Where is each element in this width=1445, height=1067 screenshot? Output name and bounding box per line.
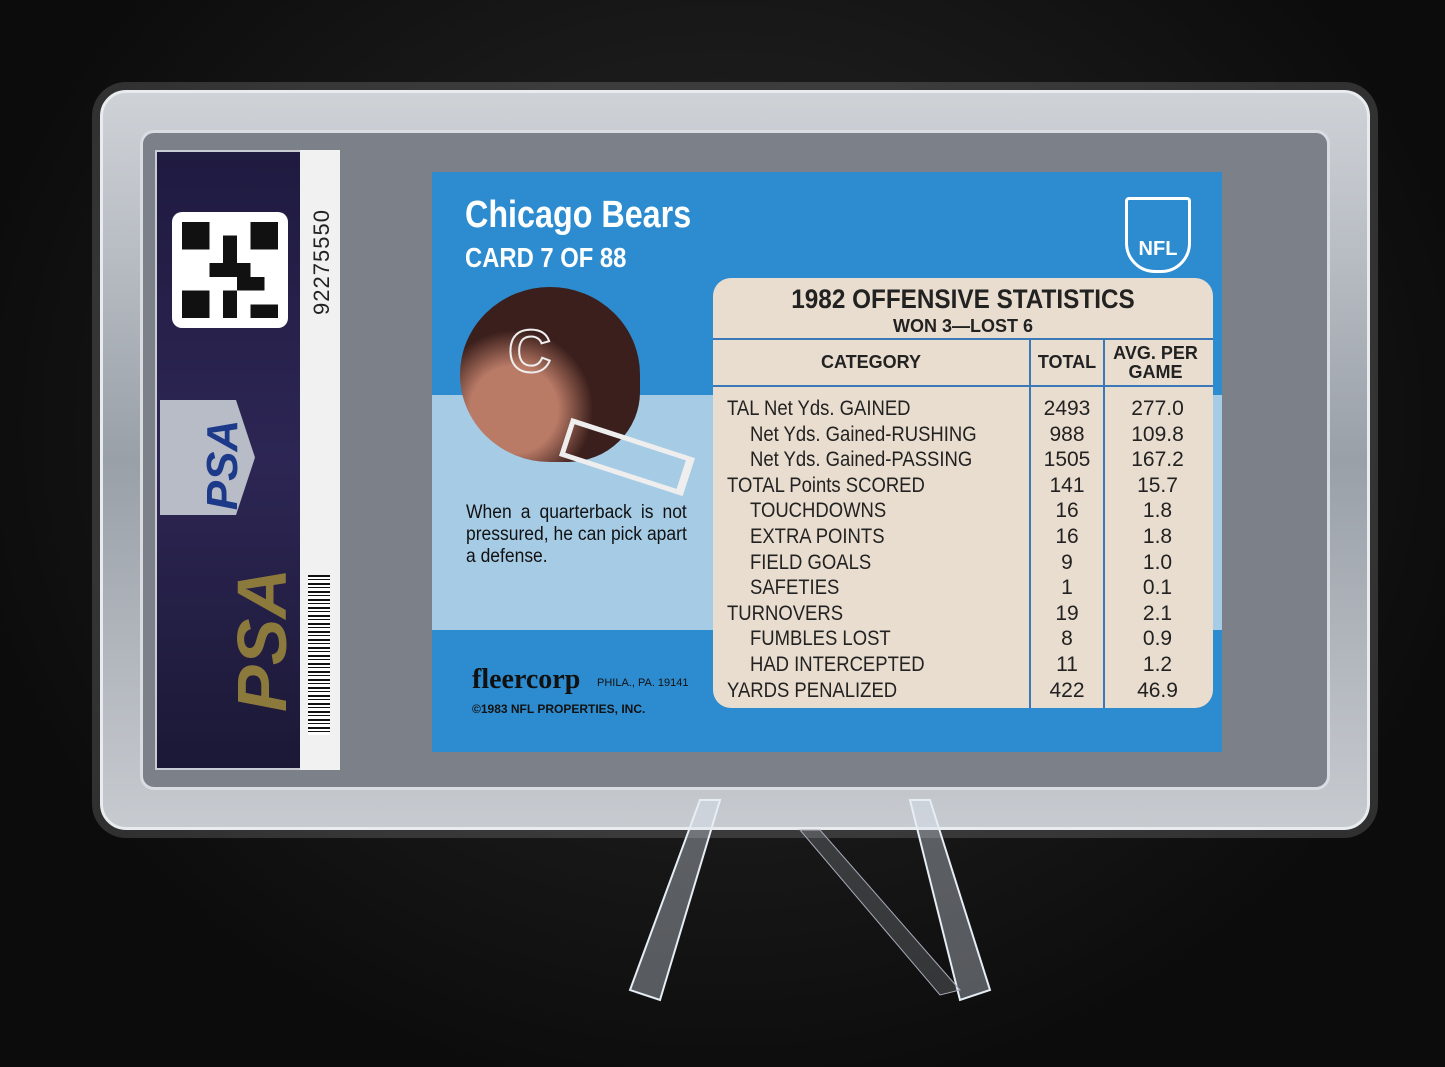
table-row: TOUCHDOWNS 16 1.8 <box>713 498 1213 524</box>
row-category: TURNOVERS <box>727 601 844 625</box>
divider <box>1029 338 1031 708</box>
row-total: 16 <box>1055 499 1079 523</box>
row-avg: 15.7 <box>1137 473 1178 497</box>
row-total: 1 <box>1061 576 1073 600</box>
row-total: 141 <box>1049 473 1085 497</box>
barcode <box>308 575 330 735</box>
row-category: Net Yds. Gained-RUSHING <box>750 422 977 446</box>
row-total: 11 <box>1056 653 1078 676</box>
publisher-logo: fleercorp <box>472 664 581 695</box>
row-avg: 0.1 <box>1142 576 1173 600</box>
copyright: ©1983 NFL PROPERTIES, INC. <box>472 702 646 716</box>
table-row: HAD INTERCEPTED 11 1.2 <box>713 652 1213 678</box>
row-category: FUMBLES LOST <box>750 627 891 651</box>
psa-logo: PSA <box>160 400 255 515</box>
table-row: SAFETIES 1 0.1 <box>713 575 1213 601</box>
publisher-location: PHILA., PA. 19141 <box>597 677 689 689</box>
caption: When a quarterback is not pressured, he … <box>466 502 687 567</box>
row-total: 19 <box>1055 601 1079 625</box>
row-avg: 1.0 <box>1142 550 1173 574</box>
table-row: Net Yds. Gained-PASSING 1505 167.2 <box>713 447 1213 473</box>
row-total: 422 <box>1049 678 1085 702</box>
card-number: CARD 7 OF 88 <box>465 242 627 273</box>
row-avg: 167.2 <box>1131 448 1184 472</box>
stats-title: 1982 OFFENSIVE STATISTICS <box>791 284 1135 314</box>
row-avg: 109.8 <box>1131 422 1184 446</box>
row-category: EXTRA POINTS <box>750 525 885 548</box>
stats-record: WON 3—LOST 6 <box>892 316 1033 336</box>
table-row: TURNOVERS 19 2.1 <box>713 601 1213 627</box>
row-category: YARDS PENALIZED <box>727 678 898 702</box>
divider <box>713 385 1213 387</box>
row-total: 988 <box>1049 422 1085 446</box>
row-avg: 46.9 <box>1137 678 1178 702</box>
divider <box>1103 338 1105 708</box>
row-avg: 1.8 <box>1142 499 1173 523</box>
row-avg: 1.8 <box>1142 525 1173 548</box>
header-avg: AVG. PER GAME <box>1113 342 1198 382</box>
row-category: TAL Net Yds. GAINED <box>727 397 911 420</box>
qr-code <box>172 212 288 328</box>
table-row: FIELD GOALS 9 1.0 <box>713 550 1213 576</box>
row-avg: 277.0 <box>1131 397 1184 420</box>
table-row: TOTAL Points SCORED 141 15.7 <box>713 473 1213 499</box>
table-row: TAL Net Yds. GAINED 2493 277.0 <box>713 396 1213 422</box>
table-row: YARDS PENALIZED 422 46.9 <box>713 678 1213 704</box>
divider <box>713 338 1213 340</box>
cert-number: 92275550 <box>309 209 334 315</box>
row-avg: 0.9 <box>1142 627 1173 651</box>
header-total: TOTAL <box>1037 352 1097 372</box>
row-total: 2493 <box>1043 397 1091 420</box>
psa-hologram-logo: PSA <box>222 568 301 712</box>
header-category: CATEGORY <box>820 352 921 372</box>
nfl-shield-logo: NFL <box>1125 197 1191 273</box>
row-total: 8 <box>1061 627 1073 651</box>
row-category: Net Yds. Gained-PASSING <box>750 448 973 472</box>
row-total: 16 <box>1055 525 1079 548</box>
row-category: TOUCHDOWNS <box>750 499 887 523</box>
row-avg: 1.2 <box>1142 653 1173 676</box>
stats-table: 1982 OFFENSIVE STATISTICS WON 3—LOST 6 C… <box>713 278 1213 708</box>
trading-card-back: Chicago Bears CARD 7 OF 88 C When a quar… <box>432 172 1222 752</box>
table-row: FUMBLES LOST 8 0.9 <box>713 626 1213 652</box>
row-avg: 2.1 <box>1142 601 1173 625</box>
table-row: Net Yds. Gained-RUSHING 988 109.8 <box>713 422 1213 448</box>
display-stand <box>628 799 992 1002</box>
row-category: SAFETIES <box>750 576 840 600</box>
row-category: FIELD GOALS <box>750 550 872 574</box>
team-name: Chicago Bears <box>465 194 692 236</box>
row-total: 1505 <box>1043 448 1091 472</box>
row-category: HAD INTERCEPTED <box>750 653 925 676</box>
row-total: 9 <box>1061 550 1073 574</box>
table-row: EXTRA POINTS 16 1.8 <box>713 524 1213 550</box>
row-category: TOTAL Points SCORED <box>727 473 925 497</box>
helmet-image: C <box>460 287 640 462</box>
